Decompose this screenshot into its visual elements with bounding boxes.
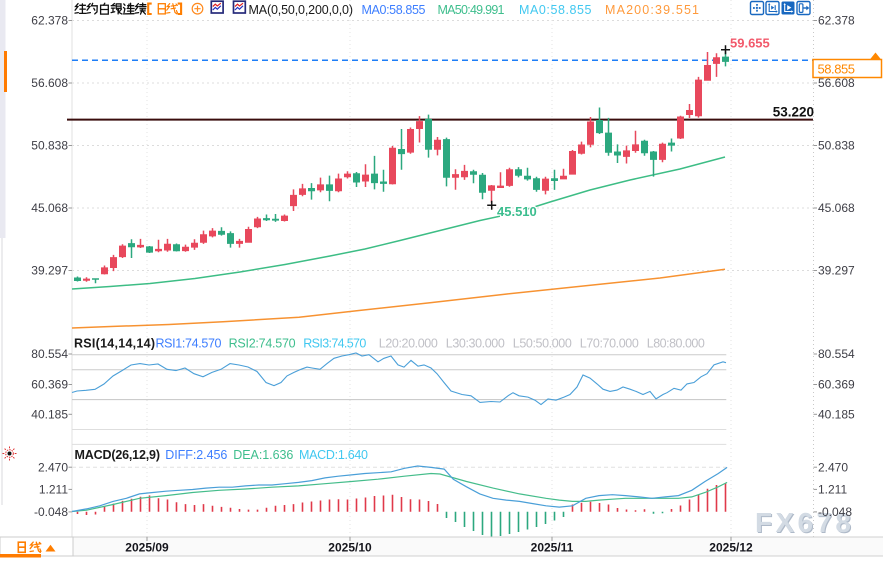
svg-text:60.369: 60.369 xyxy=(31,378,68,392)
svg-text:80.554: 80.554 xyxy=(31,347,68,361)
svg-text:62.378: 62.378 xyxy=(818,14,855,28)
svg-text:MA200:39.551: MA200:39.551 xyxy=(605,3,699,17)
svg-text:MA50:49.991: MA50:49.991 xyxy=(438,3,505,17)
svg-text:2025/12: 2025/12 xyxy=(709,541,753,555)
svg-text:40.185: 40.185 xyxy=(818,408,855,422)
svg-text:L80:80.000: L80:80.000 xyxy=(647,337,705,351)
svg-text:RSI1:74.570: RSI1:74.570 xyxy=(156,337,222,351)
svg-text:MA0:58.855: MA0:58.855 xyxy=(519,3,592,17)
svg-text:1.211: 1.211 xyxy=(39,483,68,497)
svg-text:L30:30.000: L30:30.000 xyxy=(446,337,505,351)
svg-text:L50:50.000: L50:50.000 xyxy=(513,337,572,351)
svg-text:2025/09: 2025/09 xyxy=(125,541,169,555)
svg-text:RSI3:74.570: RSI3:74.570 xyxy=(303,337,366,351)
svg-text:59.655: 59.655 xyxy=(730,36,770,51)
svg-text:2.470: 2.470 xyxy=(38,460,68,474)
svg-text:80.554: 80.554 xyxy=(818,347,855,361)
svg-text:40.185: 40.185 xyxy=(31,408,68,422)
svg-text:MACD(26,12,9): MACD(26,12,9) xyxy=(75,448,161,462)
svg-text:39.297: 39.297 xyxy=(31,264,68,278)
svg-text:L70:70.000: L70:70.000 xyxy=(580,337,639,351)
svg-text:MA(0,50,0,200,0,0): MA(0,50,0,200,0,0) xyxy=(249,3,354,17)
svg-text:45.068: 45.068 xyxy=(818,201,855,215)
svg-text:58.855: 58.855 xyxy=(818,61,856,76)
svg-text:50.838: 50.838 xyxy=(818,139,855,153)
svg-text:DIFF:2.456: DIFF:2.456 xyxy=(165,448,227,462)
svg-text:39.297: 39.297 xyxy=(818,264,855,278)
svg-text:1.211: 1.211 xyxy=(818,483,847,497)
svg-text:56.608: 56.608 xyxy=(31,76,68,90)
svg-text:53.220: 53.220 xyxy=(773,105,814,120)
svg-text:50.838: 50.838 xyxy=(31,139,68,153)
svg-text:RSI2:74.570: RSI2:74.570 xyxy=(229,337,296,351)
svg-text:60.369: 60.369 xyxy=(818,378,855,392)
svg-text:2025/10: 2025/10 xyxy=(328,541,372,555)
svg-text:FX678: FX678 xyxy=(756,508,853,539)
svg-text:FX678: FX678 xyxy=(755,507,852,538)
svg-text:56.608: 56.608 xyxy=(818,76,855,90)
svg-text:DEA:1.636: DEA:1.636 xyxy=(233,448,293,462)
svg-text:-0.048: -0.048 xyxy=(818,505,852,519)
svg-text:45.068: 45.068 xyxy=(31,201,68,215)
svg-text:RSI(14,14,14): RSI(14,14,14) xyxy=(74,337,155,351)
svg-text:2025/11: 2025/11 xyxy=(531,541,574,555)
svg-text:MACD:1.640: MACD:1.640 xyxy=(299,448,368,462)
svg-text:62.378: 62.378 xyxy=(31,14,68,28)
svg-text:MA0:58.855: MA0:58.855 xyxy=(362,3,426,17)
svg-text:-0.048: -0.048 xyxy=(34,505,68,519)
svg-text:45.510: 45.510 xyxy=(497,204,537,219)
svg-text:2.470: 2.470 xyxy=(818,460,848,474)
svg-text:L20:20.000: L20:20.000 xyxy=(379,337,438,351)
